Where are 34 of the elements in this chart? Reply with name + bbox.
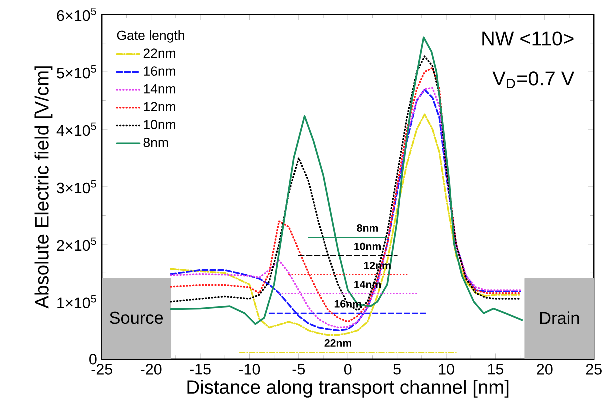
x-tick-label: -20: [140, 364, 162, 375]
y-tick-label: 0: [90, 354, 97, 365]
x-tick-label: 25: [586, 364, 602, 375]
legend-label: 10nm: [144, 120, 176, 130]
annotation: V$_{D}$=0.7 V: [492, 71, 575, 88]
x-axis-title: Distance along transport channel [nm]: [188, 380, 509, 398]
x-tick-label: 10: [439, 364, 454, 375]
legend-label: 14nm: [144, 84, 176, 94]
legend-title: Gate length: [117, 30, 184, 43]
x-tick-label: 15: [488, 364, 504, 375]
y-tick-label: 2×10$^{5}$: [57, 238, 96, 251]
legend-label: 8nm: [144, 138, 168, 148]
x-tick-label: -5: [292, 364, 306, 375]
x-tick-label: 20: [537, 364, 553, 375]
x-tick-label: -15: [190, 364, 211, 375]
annotation: 8nm: [357, 224, 378, 232]
y-tick-label: 4×10$^{5}$: [56, 122, 96, 136]
annotation: 22nm: [324, 339, 352, 347]
y-axis-title: Absolute Electric field [V/cm]: [34, 66, 53, 309]
annotation: NW <110>: [482, 32, 574, 46]
x-tick-label: -25: [92, 364, 112, 375]
x-tick-label: 0: [344, 364, 352, 375]
y-tick-label: 5×10$^{5}$: [57, 65, 96, 79]
x-tick-label: -10: [239, 364, 260, 375]
annotation: Drain: [540, 311, 580, 324]
legend-label: 12nm: [144, 102, 176, 112]
y-tick-label: 6×10$^{5}$: [57, 8, 96, 22]
annotation: Source: [110, 312, 164, 324]
y-tick-label: 1×10$^{5}$: [58, 295, 96, 308]
legend-label: 16nm: [144, 66, 176, 76]
legend-label: 22nm: [144, 48, 176, 58]
x-tick-label: 5: [394, 364, 401, 375]
y-tick-label: 3×10$^{5}$: [57, 180, 96, 194]
annotation: 10nm: [354, 242, 381, 250]
